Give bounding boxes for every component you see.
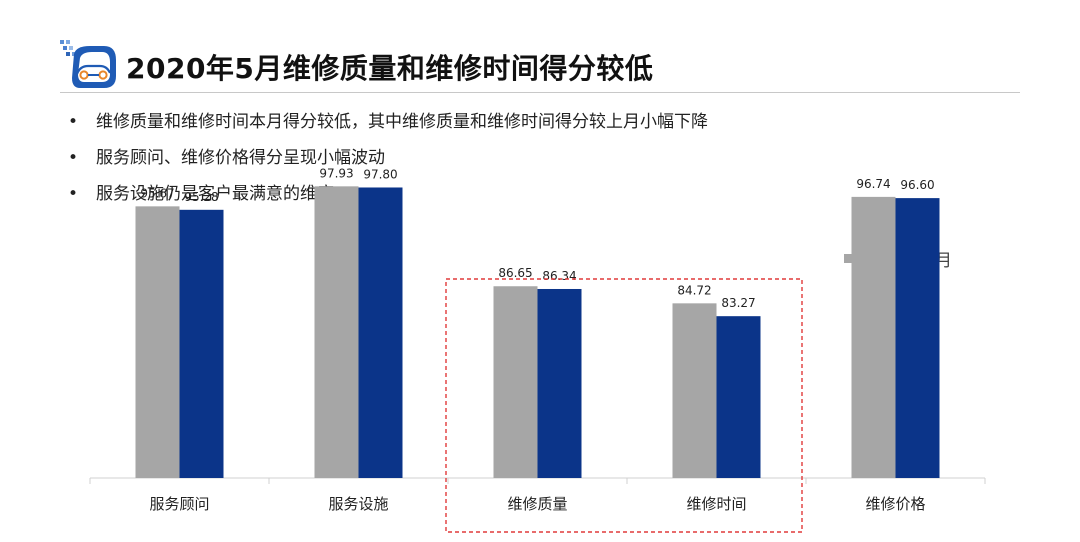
bar-this-month [179,209,224,478]
bullet-text: 服务顾问、维修价格得分呈现小幅波动 [96,148,385,168]
x-tick-label: 维修价格 [865,495,925,513]
bullet-item: • 维修质量和维修时间本月得分较低，其中维修质量和维修时间得分较上月小幅下降 [68,112,708,132]
bullet-list: • 维修质量和维修时间本月得分较低，其中维修质量和维修时间得分较上月小幅下降 • 服… [68,112,708,220]
data-label: 96.74 [856,177,890,191]
bar-this-month [358,187,403,478]
bar-this-month [537,288,582,478]
page-title: 2020年5月维修质量和维修时间得分较低 [126,52,654,85]
data-label: 95.67 [140,186,174,200]
bar-last-month [493,286,538,478]
data-label: 97.93 [319,166,353,180]
bar-last-month [851,196,896,479]
data-label: 95.28 [184,190,218,204]
bullet-symbol: • [68,148,79,168]
bullet-text: 维修质量和维修时间本月得分较低，其中维修质量和维修时间得分较上月小幅下降 [96,112,708,132]
bullet-item: • 服务设施仍是客户最满意的维度 [68,184,708,204]
bullet-text: 服务设施仍是客户最满意的维度 [96,184,334,204]
data-label: 83.27 [721,296,755,310]
data-label: 84.72 [677,283,711,297]
x-tick-label: 维修时间 [686,495,746,513]
bullet-item: • 服务顾问、维修价格得分呈现小幅波动 [68,148,708,168]
bar-this-month [716,316,761,478]
legend-swatch-last-month [844,254,853,263]
x-tick-label: 服务顾问 [149,495,209,513]
data-label: 86.65 [498,266,532,280]
bar-last-month [314,186,359,478]
highlight-box [445,278,803,533]
car-service-logo-icon [60,40,116,88]
x-tick-label: 维修质量 [507,495,567,513]
bullet-symbol: • [68,112,79,132]
bar-last-month [135,206,180,478]
bar-this-month [895,198,940,478]
x-tick-label: 服务设施 [328,495,388,513]
bullet-symbol: • [68,184,79,204]
data-label: 97.80 [363,167,397,181]
data-label: 96.60 [900,178,934,192]
title-divider [60,92,1020,93]
bar-last-month [672,303,717,478]
data-label: 86.34 [542,269,576,283]
